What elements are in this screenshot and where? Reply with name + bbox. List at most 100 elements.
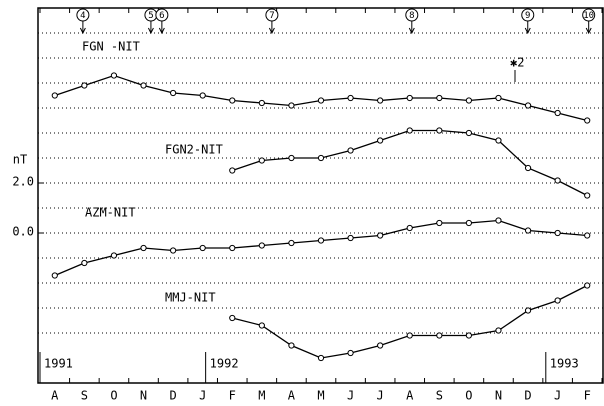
data-point: [199, 92, 206, 99]
data-point: [347, 234, 354, 242]
data-point: [584, 232, 591, 239]
data-point: [81, 82, 88, 89]
data-point: [554, 109, 561, 117]
data-point: [436, 127, 443, 134]
event-label: 4: [80, 11, 85, 21]
year-label: 1991: [44, 357, 73, 371]
data-point: [317, 154, 325, 162]
data-point: [524, 307, 532, 314]
y-tick-label: 2.0: [12, 175, 34, 189]
event-arrowhead: [585, 27, 592, 35]
y-axis-label: nT: [13, 153, 27, 167]
data-point: [258, 322, 265, 329]
x-tick-label: O: [465, 389, 472, 403]
data-point: [406, 224, 413, 232]
annotation: ✱2: [510, 56, 524, 70]
data-point: [258, 99, 265, 107]
x-tick-label: J: [347, 389, 354, 403]
data-point: [51, 92, 58, 99]
data-point: [524, 102, 532, 109]
frame: [37, 7, 604, 384]
data-point: [524, 164, 532, 172]
data-point: [436, 332, 443, 339]
x-tick-label: F: [229, 389, 236, 403]
data-point: [377, 342, 384, 349]
data-point: [406, 94, 413, 102]
data-point: [170, 89, 177, 97]
data-point: [51, 272, 58, 279]
x-tick-label: J: [199, 389, 206, 403]
data-point: [524, 227, 532, 234]
data-point: [288, 342, 295, 349]
data-point: [110, 72, 118, 79]
data-point: [584, 117, 591, 124]
y-tick-label: 0.0: [12, 225, 34, 239]
x-tick-label: J: [554, 389, 561, 403]
year-label: 1993: [550, 357, 579, 371]
x-tick-label: N: [140, 389, 147, 403]
data-point: [288, 154, 295, 162]
data-point: [436, 94, 443, 102]
series-line: [232, 129, 588, 197]
data-point: [229, 314, 236, 322]
data-point: [584, 282, 591, 289]
data-point: [406, 332, 413, 339]
data-point: [495, 94, 502, 102]
event-arrowhead: [408, 27, 415, 35]
data-point: [288, 239, 295, 247]
x-tick-label: D: [524, 389, 531, 403]
series-label: FGN2-NIT: [165, 143, 223, 157]
data-point: [554, 177, 561, 184]
data-point: [199, 244, 206, 252]
event-label: 10: [583, 11, 594, 21]
x-tick-label: J: [377, 389, 384, 403]
series-line: [54, 219, 588, 277]
x-tick-label: A: [406, 389, 414, 403]
data-point: [495, 217, 502, 224]
series-label: FGN -NIT: [82, 40, 140, 54]
event-arrowhead: [524, 27, 531, 35]
data-point: [465, 332, 472, 339]
data-point: [377, 97, 384, 104]
x-tick-label: M: [317, 389, 324, 403]
series-label: AZM-NIT: [85, 206, 136, 220]
data-point: [140, 82, 147, 89]
data-point: [554, 229, 561, 237]
data-point: [377, 232, 384, 239]
event-arrowhead: [79, 27, 86, 35]
data-point: [377, 137, 384, 144]
data-point: [465, 219, 472, 227]
event-label: 5: [148, 11, 153, 21]
data-point: [170, 247, 177, 254]
data-point: [229, 167, 236, 174]
data-point: [288, 102, 295, 109]
series-label: MMJ-NIT: [165, 291, 216, 305]
data-point: [347, 349, 354, 357]
event-label: 8: [409, 11, 414, 21]
event-label: 6: [159, 11, 164, 21]
x-tick-label: A: [51, 389, 59, 403]
data-point: [495, 327, 502, 334]
data-point: [584, 192, 591, 199]
event-label: 9: [525, 11, 530, 21]
event-arrowhead: [158, 27, 165, 35]
event-arrowhead: [147, 27, 154, 35]
x-tick-label: F: [584, 389, 591, 403]
data-point: [495, 137, 502, 144]
x-tick-label: S: [436, 389, 443, 403]
x-tick-label: O: [110, 389, 117, 403]
data-point: [140, 244, 147, 252]
data-point: [110, 252, 118, 259]
data-point: [317, 354, 325, 362]
year-label: 1992: [210, 357, 239, 371]
data-point: [81, 259, 88, 267]
data-point: [229, 97, 236, 104]
x-tick-label: M: [258, 389, 265, 403]
data-point: [347, 147, 354, 154]
event-arrowhead: [268, 27, 275, 35]
x-tick-label: D: [169, 389, 176, 403]
data-point: [229, 244, 236, 252]
data-point: [436, 219, 443, 227]
data-point: [317, 237, 325, 244]
